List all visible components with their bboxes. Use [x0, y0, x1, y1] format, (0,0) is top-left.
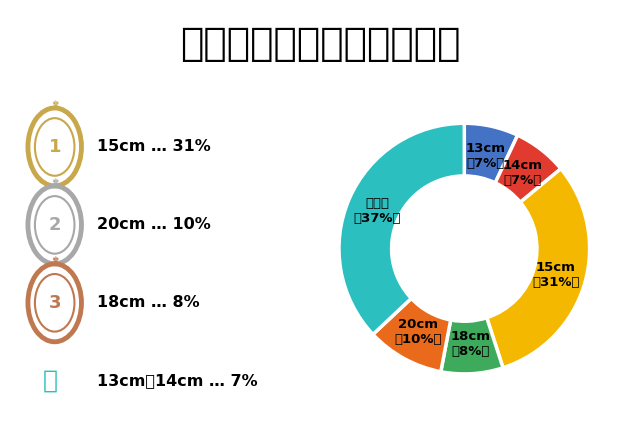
Wedge shape [373, 298, 451, 372]
Text: 👑: 👑 [42, 369, 58, 393]
Text: 18cm
（8%）: 18cm （8%） [451, 330, 490, 358]
Text: 20cm
（10%）: 20cm （10%） [395, 318, 442, 346]
Text: 4: 4 [67, 378, 76, 391]
Text: 14cm
（7%）: 14cm （7%） [502, 159, 543, 187]
Text: 女性の理想のペニスサイズ: 女性の理想のペニスサイズ [180, 25, 460, 63]
Text: ♚: ♚ [51, 99, 58, 108]
Wedge shape [441, 318, 503, 374]
Text: 2: 2 [49, 216, 61, 234]
Text: 3: 3 [49, 294, 61, 312]
Wedge shape [487, 169, 589, 368]
Text: ♚: ♚ [51, 177, 58, 186]
Text: 15cm
（31%）: 15cm （31%） [532, 261, 579, 289]
Text: その他
（37%）: その他 （37%） [353, 197, 401, 225]
Text: ♚: ♚ [51, 255, 58, 264]
Wedge shape [495, 135, 561, 202]
Wedge shape [339, 123, 464, 334]
Text: 1: 1 [49, 138, 61, 156]
Text: 13cm、14cm … 7%: 13cm、14cm … 7% [97, 373, 257, 388]
Text: 18cm … 8%: 18cm … 8% [97, 295, 199, 310]
Text: 13cm
（7%）: 13cm （7%） [465, 142, 505, 170]
Text: 15cm … 31%: 15cm … 31% [97, 139, 211, 154]
Wedge shape [464, 123, 518, 183]
Text: 20cm … 10%: 20cm … 10% [97, 217, 211, 232]
